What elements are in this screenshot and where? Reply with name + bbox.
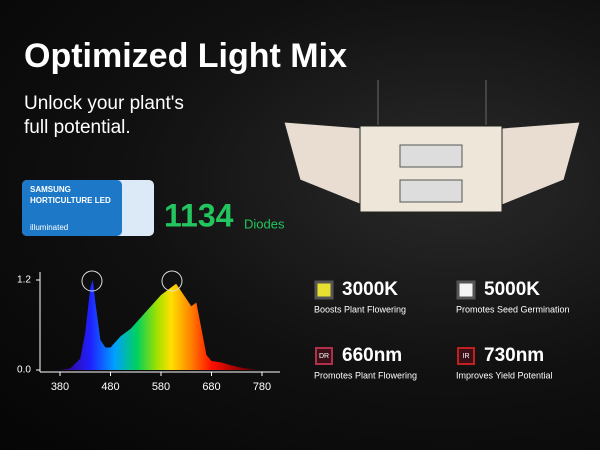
peak-marker	[161, 270, 183, 292]
feature-icon	[457, 347, 475, 365]
x-tick-label: 480	[101, 381, 119, 393]
spectrum-area	[60, 280, 262, 370]
subtitle: Unlock your plant's	[24, 93, 184, 114]
x-tick-label: 380	[51, 381, 69, 393]
features: 3000K Boosts Plant Flowering 5000K Promotes…	[314, 279, 570, 380]
feature-desc: Boosts Plant Flowering	[314, 304, 406, 314]
feature-label: 3000K	[342, 279, 398, 300]
badge-brand: SAMSUNG	[30, 185, 71, 194]
feature-icon-text: IR	[463, 353, 470, 360]
x-tick-label: 580	[152, 381, 170, 393]
peak-marker	[81, 270, 103, 292]
feature-icon	[314, 280, 334, 300]
spectrum-chart: 0.0 1.2 380 480 580 680 780	[17, 275, 271, 393]
x-tick-label: 680	[202, 381, 220, 393]
y-tick-label: 1.2	[17, 275, 31, 286]
feature-icon-text: DR	[319, 353, 329, 360]
feature-desc: Promotes Plant Flowering	[314, 370, 417, 380]
badge-panel	[22, 180, 122, 236]
lamp	[283, 80, 581, 213]
feature-desc: Improves Yield Potential	[456, 370, 553, 380]
badge-line: HORTICULTURE LED	[30, 196, 111, 205]
title: Optimized Light Mix	[24, 37, 347, 75]
x-tick-label: 780	[253, 381, 271, 393]
feature-label: 730nm	[484, 345, 544, 366]
diode-count: 1134	[164, 197, 234, 233]
badge-tag: illuminated	[30, 223, 68, 232]
feature-desc: Promotes Seed Germination	[456, 304, 570, 314]
y-tick-label: 0.0	[17, 365, 31, 376]
feature-label: 5000K	[484, 279, 540, 300]
diode-unit: Diodes	[244, 216, 285, 231]
feature-icon	[456, 280, 476, 300]
subtitle: full potential.	[24, 117, 131, 138]
feature-icon	[315, 347, 333, 365]
feature-label: 660nm	[342, 345, 402, 366]
